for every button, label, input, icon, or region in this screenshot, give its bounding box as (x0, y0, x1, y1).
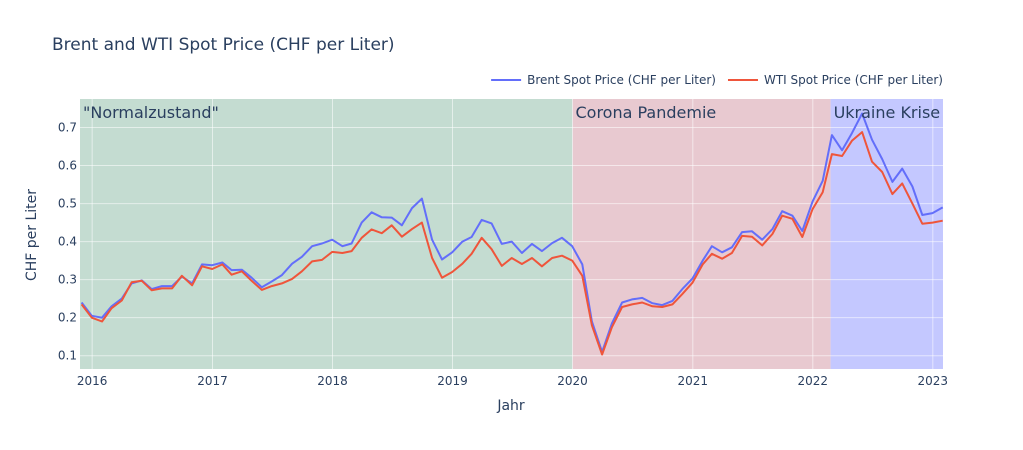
y-tick-label: 0.4 (58, 235, 77, 249)
y-axis-ticks: 0.1 0.2 0.3 0.4 0.5 0.6 0.7 (58, 121, 77, 363)
x-tick-label: 2023 (918, 374, 949, 388)
x-tick-label: 2022 (798, 374, 829, 388)
x-tick-label: 2016 (77, 374, 108, 388)
x-axis-ticks: 2016 2017 2018 2019 2020 2021 2022 2023 (77, 374, 948, 388)
series-line-1 (80, 131, 943, 356)
series-line-0 (80, 112, 944, 353)
legend-label: Brent Spot Price (CHF per Liter) (527, 73, 716, 87)
legend[interactable]: Brent Spot Price (CHF per Liter) WTI Spot… (491, 73, 943, 87)
x-tick-label: 2017 (197, 374, 228, 388)
region-label-0: "Normalzustand" (83, 103, 219, 122)
y-axis-title: CHF per Liter (24, 189, 40, 281)
x-axis-title: Jahr (496, 398, 525, 414)
y-tick-label: 0.3 (58, 273, 77, 287)
x-tick-label: 2018 (317, 374, 348, 388)
shaded-regions (80, 99, 943, 369)
region-label-2: Ukraine Krise (834, 103, 941, 122)
y-tick-label: 0.6 (58, 159, 77, 173)
x-tick-label: 2019 (437, 374, 468, 388)
region-1 (572, 99, 831, 369)
x-tick-label: 2020 (557, 374, 588, 388)
legend-item-1[interactable]: WTI Spot Price (CHF per Liter) (727, 73, 943, 87)
region-labels: "Normalzustand" Corona Pandemie Ukraine Kr… (83, 103, 940, 122)
legend-label: WTI Spot Price (CHF per Liter) (764, 73, 943, 87)
gridlines (80, 99, 943, 369)
y-tick-label: 0.7 (58, 121, 77, 135)
chart-title: Brent and WTI Spot Price (CHF per Liter) (52, 35, 395, 55)
region-label-1: Corona Pandemie (575, 103, 716, 122)
legend-item-0[interactable]: Brent Spot Price (CHF per Liter) (491, 73, 716, 87)
series-lines (80, 112, 944, 356)
y-tick-label: 0.5 (58, 197, 77, 211)
y-tick-label: 0.2 (58, 311, 77, 325)
x-tick-label: 2021 (678, 374, 709, 388)
region-0 (80, 99, 573, 369)
y-tick-label: 0.1 (58, 349, 77, 363)
